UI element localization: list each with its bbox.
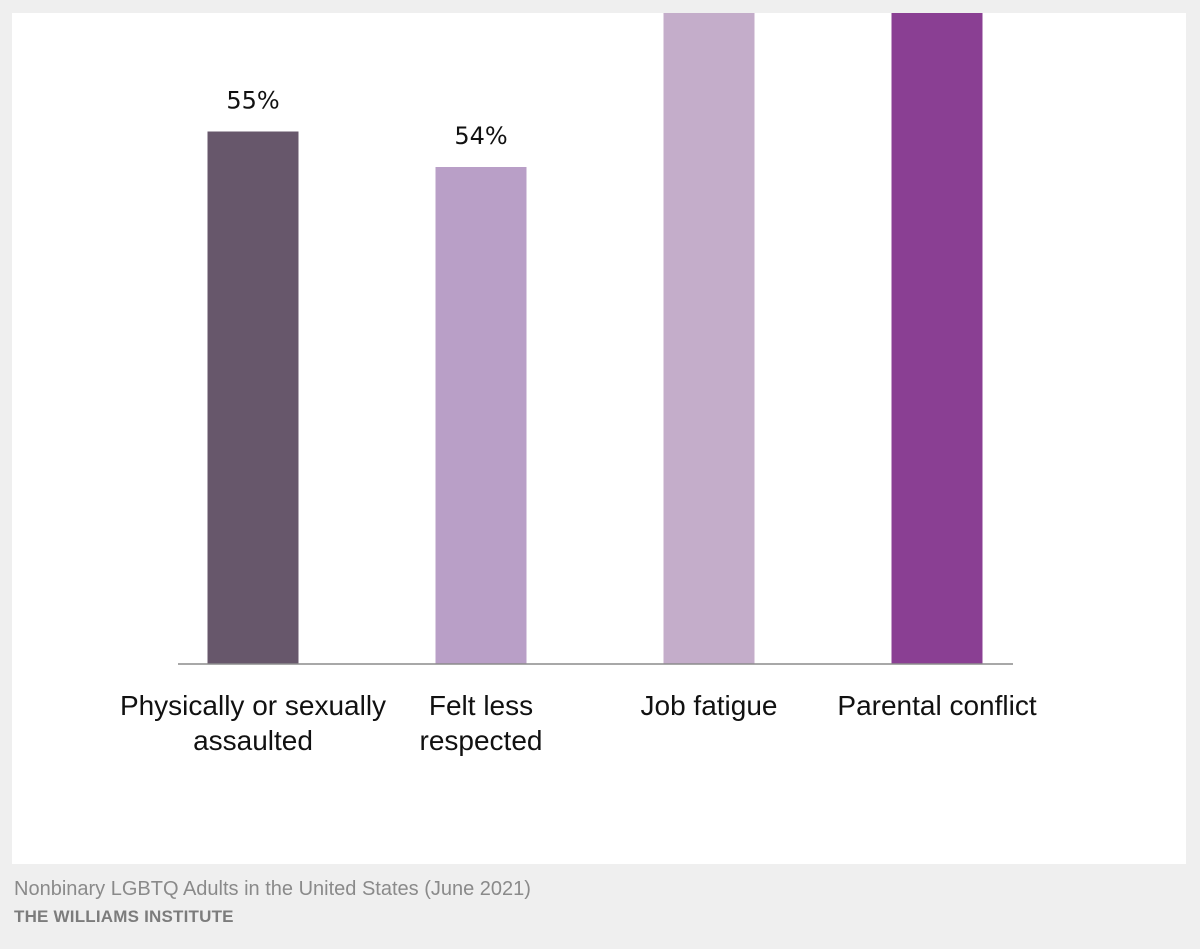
bar-4 <box>891 13 983 664</box>
category-label-1: Physically or sexually assaulted <box>120 690 386 756</box>
value-label-1: 55% <box>226 87 279 115</box>
value-label-2: 54% <box>454 122 507 150</box>
source-credit: THE WILLIAMS INSTITUTE <box>14 907 234 926</box>
bar-3 <box>663 13 755 664</box>
bar-1 <box>207 131 299 664</box>
category-label-2: Felt less respected <box>420 690 543 756</box>
bar-2 <box>435 167 527 664</box>
bar-chart: 55% Physically or sexually assaulted 54% Fel… <box>120 13 1037 756</box>
category-label-4: Parental conflict <box>837 690 1036 721</box>
chart-card: 55% Physically or sexually assaulted 54% Fel… <box>12 13 1186 864</box>
chart-caption: Nonbinary LGBTQ Adults in the United Sta… <box>14 878 531 900</box>
category-label-3: Job fatigue <box>641 690 778 721</box>
